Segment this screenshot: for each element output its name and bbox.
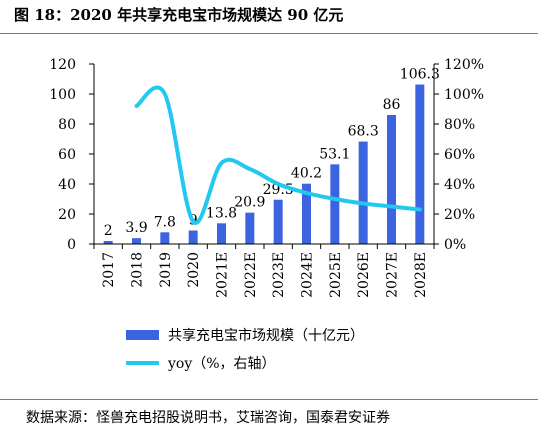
x-label-2020: 2020 — [186, 252, 202, 288]
bar-2024E — [302, 183, 311, 244]
left-tick-label: 80 — [58, 117, 76, 133]
bar-2027E — [387, 115, 396, 244]
chart: 2 3.9 7.8 9 13.820.929.540.253.168.386106.3 … — [49, 57, 484, 372]
right-tick-label: 40% — [444, 177, 475, 193]
x-label-2019: 2019 — [158, 252, 174, 288]
bar-2026E — [358, 141, 368, 244]
x-label-2017: 2017 — [101, 252, 117, 288]
left-tick-label: 120 — [49, 57, 76, 73]
x-label-2021E: 2021E — [215, 252, 231, 298]
bar-label-2026E: 68.3 — [348, 124, 379, 140]
bar-2020 — [188, 230, 198, 244]
bar-label-2025E: 53.1 — [319, 146, 350, 162]
yoy-line — [134, 85, 422, 225]
bar-label-2017: 2 — [104, 223, 113, 239]
title-rule — [0, 33, 538, 34]
bar-2022E — [245, 212, 255, 244]
left-tick-label: 100 — [49, 87, 76, 103]
bar-label-2028E: 106.3 — [400, 67, 440, 83]
right-tick-label: 60% — [444, 147, 475, 163]
axes: 0 20 40 60 80 100 120 0% 20% 40% 60% 80% 100% 120% — [49, 57, 484, 253]
x-label-2025E: 2025E — [328, 252, 344, 298]
x-label-2018: 2018 — [130, 252, 146, 288]
bar-label-2024E: 40.2 — [291, 166, 322, 182]
x-tick-labels: 2017 2018 2019 2020 2021E 2022E 2023E 2024E 2025… — [101, 252, 429, 298]
bar-label-2027E: 86 — [383, 97, 401, 113]
right-tick-label: 120% — [444, 57, 484, 73]
x-label-2028E: 2028E — [413, 252, 429, 298]
bar-2025E — [330, 164, 340, 244]
legend-bar-label: 共享充电宝市场规模（十亿元） — [168, 327, 364, 344]
left-tick-label: 20 — [58, 207, 76, 223]
bar-series — [103, 84, 425, 244]
right-tick-label: 20% — [444, 207, 475, 223]
legend-line-label: yoy（%，右轴） — [167, 356, 276, 372]
legend-bar-swatch — [126, 330, 159, 340]
left-tick-label: 40 — [58, 177, 76, 193]
left-tick-label: 60 — [58, 147, 76, 163]
bar-2028E — [415, 84, 425, 244]
x-label-2023E: 2023E — [271, 252, 287, 298]
bar-label-2019: 7.8 — [154, 214, 176, 230]
bar-2021E — [217, 223, 226, 244]
right-tick-label: 0% — [444, 237, 466, 253]
bar-2018 — [132, 238, 141, 244]
bar-2023E — [273, 199, 283, 244]
x-label-2027E: 2027E — [385, 252, 401, 298]
legend: 共享充电宝市场规模（十亿元） yoy（%，右轴） — [126, 327, 364, 372]
bar-2019 — [160, 232, 170, 244]
source-rule — [0, 399, 538, 400]
x-label-2024E: 2024E — [300, 252, 316, 298]
x-label-2026E: 2026E — [356, 252, 372, 298]
right-tick-label: 100% — [444, 87, 484, 103]
bar-label-2022E: 20.9 — [234, 195, 265, 211]
right-tick-label: 80% — [444, 117, 475, 133]
bar-label-2018: 3.9 — [125, 220, 147, 236]
left-tick-label: 0 — [67, 237, 76, 253]
source-note: 数据来源：怪兽充电招股说明书，艾瑞咨询，国泰君安证券 — [26, 410, 390, 426]
x-label-2022E: 2022E — [243, 252, 259, 298]
figure-title: 图 18：2020 年共享充电宝市场规模达 90 亿元 — [14, 6, 344, 24]
bar-2017 — [103, 241, 113, 244]
bar-label-2021E: 13.8 — [206, 205, 237, 221]
